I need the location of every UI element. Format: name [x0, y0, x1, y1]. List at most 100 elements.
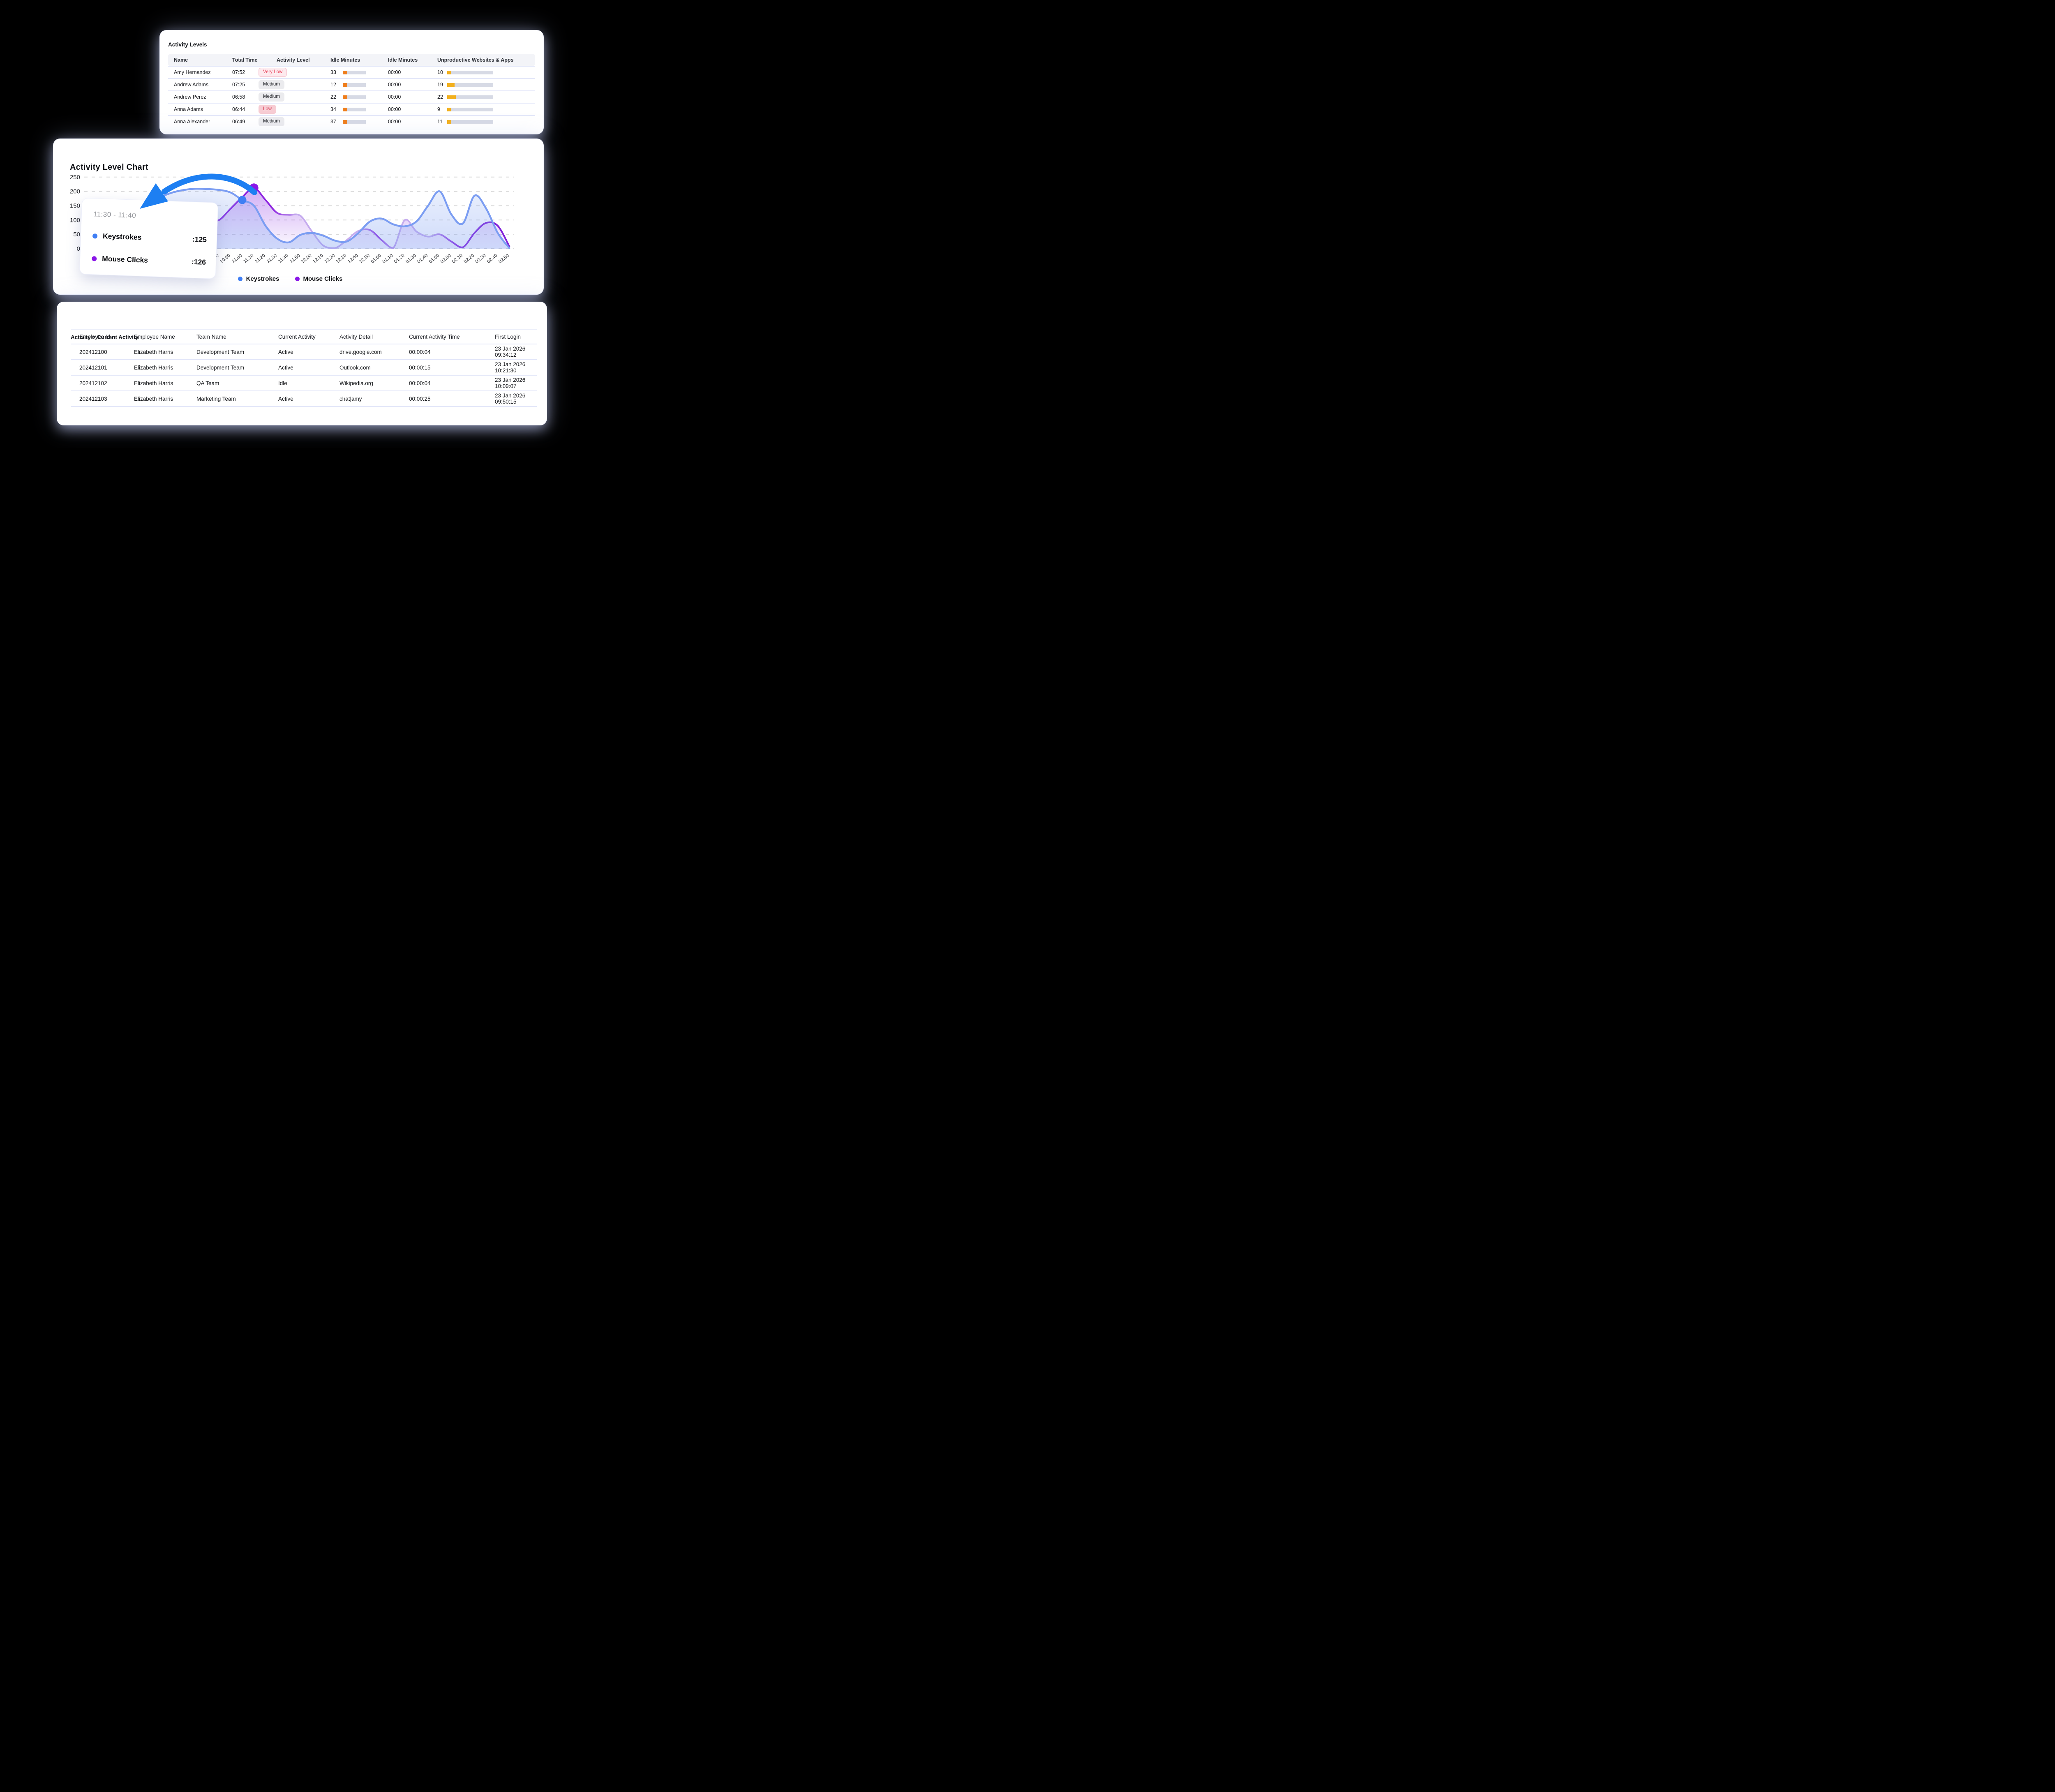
unproductive-bar-fill — [447, 95, 456, 99]
column-header-employee-name: Employee Name — [134, 333, 175, 340]
y-tick-label: 200 — [70, 188, 80, 195]
idle-minutes-bar — [343, 95, 366, 99]
column-header-idle-minutes: Idle Minutes — [388, 57, 418, 63]
x-tick-label: 12:10 — [312, 253, 324, 264]
cell-idle-time: 00:00 — [388, 94, 401, 100]
unproductive-bar — [447, 95, 493, 99]
chart-tooltip: 11:30 - 11:40 Keystrokes :125 Mouse Clic… — [79, 198, 218, 279]
idle-minutes-value: 37 — [330, 119, 336, 125]
x-tick-label: 12:40 — [347, 253, 359, 264]
x-tick-label: 02:30 — [475, 253, 487, 264]
table-row: Andrew Adams 07:25 Medium 12 00:00 19 — [168, 78, 535, 90]
current-activity-title: Activity > Current Activity — [71, 334, 139, 340]
cell-employee-name: Elizabeth Harris — [134, 380, 173, 386]
x-tick-label: 11:40 — [277, 253, 289, 264]
y-tick-label: 100 — [70, 217, 80, 224]
column-header-activity-detail: Activity Detail — [339, 333, 373, 340]
activity-level-badge: Medium — [259, 117, 284, 126]
cell-name: Anna Adams — [174, 106, 203, 112]
cell-activity-detail: Outlook.com — [339, 364, 371, 371]
cell-employee-name: Elizabeth Harris — [134, 349, 173, 355]
cell-team-name: Marketing Team — [196, 395, 236, 402]
unproductive-value: 9 — [437, 106, 440, 112]
x-tick-label: 11:30 — [266, 253, 278, 264]
unproductive-bar — [447, 70, 493, 74]
chart-title: Activity Level Chart — [70, 163, 148, 172]
y-tick-label: 250 — [70, 175, 80, 181]
cell-team-name: Development Team — [196, 364, 245, 371]
table-row: Anna Adams 06:44 Low 34 00:00 9 — [168, 103, 535, 115]
cell-team-name: QA Team — [196, 380, 219, 386]
cell-first-login: 23 Jan 2026 09:50:15 — [495, 393, 526, 405]
x-tick-label: 12:00 — [300, 253, 313, 264]
column-header-first-login: First Login — [495, 333, 521, 340]
cell-idle-minutes: 12 — [326, 82, 388, 88]
column-header-name: Name — [174, 57, 188, 63]
unproductive-value: 22 — [437, 94, 443, 100]
cell-idle-minutes: 34 — [326, 106, 388, 112]
cell-first-login: 23 Jan 2026 10:09:07 — [495, 377, 526, 389]
cell-employee-id: 202412102 — [79, 380, 107, 386]
cell-total-time: 06:44 — [232, 106, 245, 112]
table-row: Andrew Perez 06:58 Medium 22 00:00 22 — [168, 90, 535, 103]
x-tick-label: 02:50 — [498, 253, 510, 264]
tooltip-value: :125 — [192, 235, 207, 244]
y-tick-label: 150 — [70, 202, 80, 209]
cell-unproductive: 19 — [437, 82, 535, 88]
x-tick-label: 11:20 — [254, 253, 266, 264]
activity-chart: 25020015010050010:4010:5011:0011:1011:20… — [70, 175, 514, 264]
cell-total-time: 06:58 — [232, 94, 245, 100]
cell-current-activity-time: 00:00:04 — [409, 380, 431, 386]
idle-minutes-bar-fill — [343, 107, 348, 111]
x-tick-label: 02:20 — [463, 253, 475, 264]
idle-minutes-value: 12 — [330, 82, 336, 88]
cell-unproductive: 9 — [437, 106, 535, 112]
cell-employee-name: Elizabeth Harris — [134, 395, 173, 402]
table-row: Amy Hernandez 07:52 Very Low 33 00:00 10 — [168, 66, 535, 78]
cell-activity-level: Medium — [259, 117, 326, 126]
keystrokes-marker-dot — [238, 196, 247, 204]
cell-activity-detail: drive.google.com — [339, 349, 382, 355]
cell-current-activity-time: 00:00:25 — [409, 395, 431, 402]
cell-current-activity: Active — [278, 364, 293, 371]
cell-name: Anna Alexander — [174, 119, 210, 125]
legend-item-mouse-clicks[interactable]: Mouse Clicks — [295, 275, 343, 282]
current-activity-header-row: Employee Id Employee Name Team Name Current… — [71, 329, 537, 344]
cell-activity-detail: Wikipedia.org — [339, 380, 373, 386]
idle-minutes-bar — [343, 107, 366, 111]
x-tick-label: 12:20 — [323, 253, 336, 264]
table-row: 202412100 Elizabeth Harris Development Tea… — [71, 344, 537, 360]
activity-levels-card: Activity Levels Name Total Time Activity L… — [160, 30, 543, 134]
idle-minutes-bar-fill — [343, 95, 348, 99]
cell-employee-name: Elizabeth Harris — [134, 364, 173, 371]
legend-item-keystrokes[interactable]: Keystrokes — [238, 275, 279, 282]
legend-label: Mouse Clicks — [303, 275, 343, 282]
cell-unproductive: 11 — [437, 119, 535, 125]
column-header-current-activity-time: Current Activity Time — [409, 333, 460, 340]
cell-total-time: 07:52 — [232, 69, 245, 75]
tooltip-label: Mouse Clicks — [102, 254, 148, 264]
cell-employee-id: 202412103 — [79, 395, 107, 402]
unproductive-bar-fill — [447, 70, 451, 74]
activity-levels-table: Name Total Time Activity Level Idle Minutes… — [168, 54, 535, 127]
current-activity-table: Employee Id Employee Name Team Name Current… — [71, 329, 537, 407]
cell-idle-time: 00:00 — [388, 106, 401, 112]
legend-dot-icon — [238, 277, 242, 281]
cell-name: Andrew Perez — [174, 94, 206, 100]
cell-current-activity: Active — [278, 395, 293, 402]
chart-legend: Keystrokes Mouse Clicks — [53, 275, 527, 282]
cell-team-name: Development Team — [196, 349, 245, 355]
activity-level-badge: Very Low — [259, 68, 287, 77]
x-tick-label: 11:10 — [242, 253, 254, 264]
activity-level-badge: Medium — [259, 80, 284, 89]
legend-dot-icon — [295, 277, 300, 281]
legend-label: Keystrokes — [246, 275, 279, 282]
cell-name: Amy Hernandez — [174, 69, 211, 75]
unproductive-bar — [447, 83, 493, 87]
x-tick-label: 02:00 — [440, 253, 452, 264]
x-tick-label: 01:50 — [428, 253, 441, 264]
x-tick-label: 01:10 — [382, 253, 394, 264]
cell-activity-level: Medium — [259, 80, 326, 89]
unproductive-value: 19 — [437, 82, 443, 88]
cell-activity-level: Very Low — [259, 68, 326, 77]
